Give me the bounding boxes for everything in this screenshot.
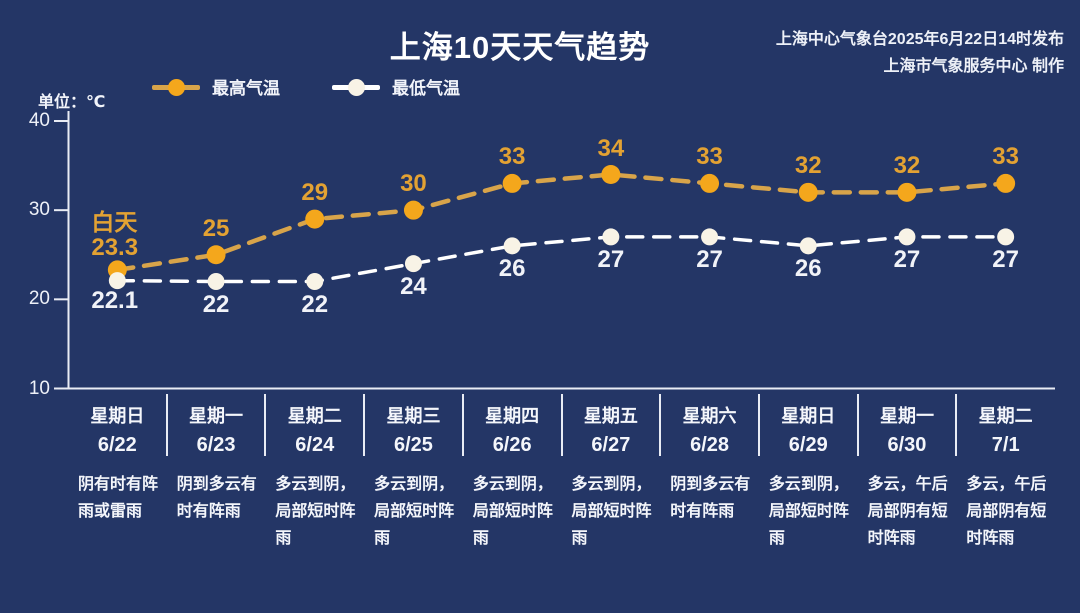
weather-text: 多云，午后局部阴有短时阵雨 [966,476,1047,547]
high-series-swatch-icon [152,78,200,96]
high-value-label: 32 [794,152,822,180]
legend-item-low: 最低气温 [332,74,460,99]
page-title: 上海10天天气趋势 [389,30,651,65]
column-divider [955,394,958,456]
day-column: 星期三 6/25 多云到阴，局部短时阵雨 [364,392,464,607]
day-column: 星期日 6/22 阴有时有阵雨或雷雨 [68,392,168,607]
issued-info: 上海中心气象台2025年6月22日14时发布 上海市气象服务中心 制作 [776,26,1064,80]
date-label: 6/23 [196,434,236,456]
column-divider [461,394,464,456]
column-divider [856,394,859,456]
weather-text: 阴有时有阵雨或雷雨 [78,476,159,520]
low-value-label: 27 [893,245,921,273]
weather-text: 多云到阴，局部短时阵雨 [374,476,455,547]
column-divider [560,394,563,456]
date-label: 6/28 [690,434,730,456]
date-label: 6/22 [97,434,137,456]
low-value-label: 22 [202,290,230,318]
day-table: 星期日 6/22 阴有时有阵雨或雷雨 星期一 6/23 阴到多云有时有阵雨 星期二 6/24 多… [68,392,1055,607]
y-tick-label: 40 [28,110,50,131]
date-label: 7/1 [991,434,1020,456]
issued-line1: 上海中心气象台2025年6月22日14时发布 [775,31,1064,48]
date-label: 6/27 [591,434,631,456]
weekday-label: 星期四 [485,406,540,426]
low-value-label: 22.1 [91,286,139,314]
high-value-label: 33 [696,143,723,171]
column-divider [757,394,760,456]
column-divider [659,394,662,456]
day-column: 星期二 7/1 多云，午后局部阴有短时阵雨 [956,392,1055,607]
high-value-label: 30 [400,170,427,198]
day-column: 星期四 6/26 多云到阴，局部短时阵雨 [463,392,563,607]
legend-item-high: 最高气温 [152,74,280,99]
weekday-label: 星期一 [189,406,244,426]
low-value-label: 22 [301,290,329,318]
y-tick-label: 30 [28,199,50,221]
weather-text: 多云到阴，局部短时阵雨 [571,476,652,547]
weather-text: 多云到阴，局部短时阵雨 [472,476,553,547]
day-column: 星期日 6/29 多云到阴，局部短时阵雨 [759,392,859,607]
y-tick-label: 10 [28,377,50,399]
date-label: 6/29 [788,434,828,456]
column-divider [165,394,168,456]
legend-high-label: 最高气温 [212,79,280,98]
high-value-label: 25 [202,214,230,242]
weather-text: 阴到多云有时有阵雨 [176,476,257,520]
column-divider [264,394,267,456]
weekday-label: 星期一 [879,406,934,426]
weather-text: 多云到阴，局部短时阵雨 [275,476,356,547]
weekday-label: 星期五 [583,406,638,426]
first-point-tag: 白天 [91,208,138,235]
weather-text: 多云到阴，局部短时阵雨 [768,476,849,547]
y-tick-label: 20 [28,288,50,310]
day-column: 星期五 6/27 多云到阴，局部短时阵雨 [562,392,662,607]
day-column: 星期二 6/24 多云到阴，局部短时阵雨 [265,392,366,607]
low-value-label: 26 [498,254,526,282]
weekday-label: 星期三 [386,406,441,426]
high-value-label: 32 [893,152,921,180]
chart-legend: 最高气温 最低气温 [152,74,460,99]
high-value-label: 33 [498,143,526,171]
weekday-label: 星期日 [781,406,836,426]
weather-text: 阴到多云有时有阵雨 [670,476,751,520]
low-value-label: 27 [696,245,723,273]
date-label: 6/30 [887,434,927,456]
day-column: 星期六 6/28 阴到多云有时有阵雨 [660,392,760,607]
high-value-label: 23.3 [91,233,139,261]
weekday-label: 星期二 [978,406,1033,426]
low-value-label: 24 [400,272,427,300]
date-label: 6/24 [295,434,335,456]
high-value-label: 34 [597,134,625,162]
day-column: 星期一 6/23 阴到多云有时有阵雨 [167,392,267,607]
low-value-label: 27 [992,245,1019,273]
low-series-swatch-icon [332,78,380,96]
issued-line2: 上海市气象服务中心 制作 [883,58,1064,75]
unit-label: 单位：℃ [38,94,106,111]
date-label: 6/25 [393,434,433,456]
low-value-label: 27 [597,245,625,273]
weather-text: 多云，午后局部阴有短时阵雨 [867,476,948,547]
low-value-label: 26 [794,254,822,282]
weekday-label: 星期二 [287,406,342,426]
high-value-label: 29 [301,179,329,207]
high-value-label: 33 [992,143,1019,171]
weekday-label: 星期日 [90,406,145,426]
column-divider [363,394,366,456]
legend-low-label: 最低气温 [392,79,460,98]
day-column: 星期一 6/30 多云，午后局部阴有短时阵雨 [858,392,958,607]
weekday-label: 星期六 [682,406,737,426]
date-label: 6/26 [492,434,532,456]
